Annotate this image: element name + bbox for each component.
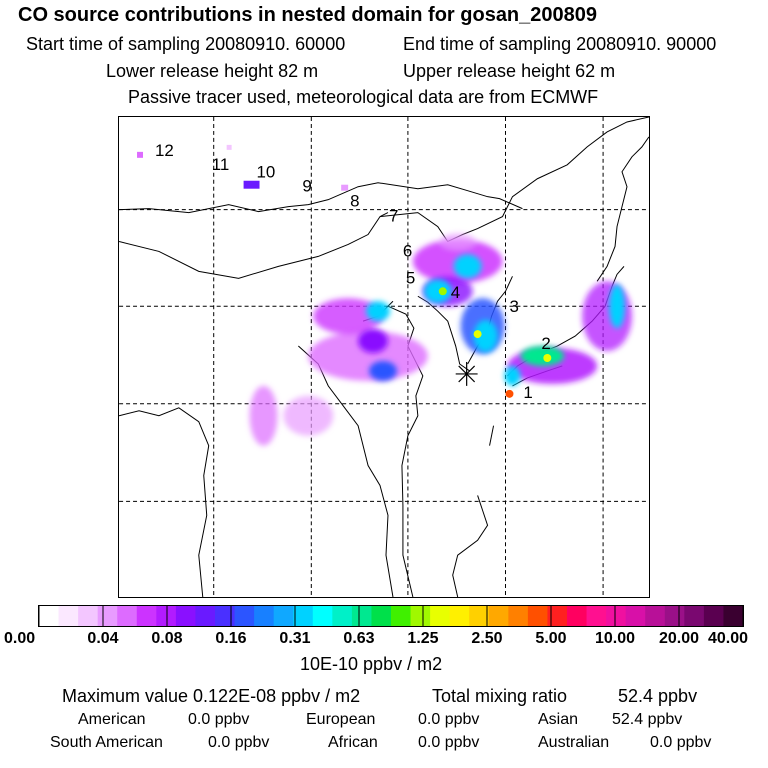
plot-title: CO source contributions in nested domain…	[18, 4, 598, 26]
colorbar-swatch	[254, 606, 275, 626]
colorbar-tick-label: 0.08	[151, 630, 183, 647]
colorbar-tick-label: 0.31	[279, 630, 311, 647]
colorbar-swatch	[567, 606, 588, 626]
traj-label-6: 6	[403, 241, 412, 260]
traj-label-1: 1	[523, 383, 532, 402]
traj-label-7: 7	[389, 207, 398, 226]
colorbar-swatch	[703, 606, 724, 626]
region-asian-name: Asian	[538, 711, 579, 728]
colorbar-tick-label: 40.00	[708, 630, 749, 647]
region-european-value: 0.0 ppbv	[418, 711, 480, 728]
colorbar-swatch	[625, 606, 646, 626]
colorbar-swatch	[664, 606, 685, 626]
colorbar-swatch	[175, 606, 196, 626]
lower-release-label: Lower release height 82 m	[106, 61, 319, 81]
total-mixing-label: Total mixing ratio	[432, 686, 568, 706]
traj-label-10: 10	[257, 163, 276, 182]
colorbar-swatch	[684, 606, 705, 626]
colorbar-tick-label: 20.00	[658, 630, 700, 647]
colorbar-swatch	[508, 606, 529, 626]
colorbar-swatch	[449, 606, 470, 626]
colorbar-swatch	[58, 606, 79, 626]
colorbar-swatch	[234, 606, 255, 626]
traj-label-5: 5	[406, 268, 415, 287]
traj-label-11: 11	[212, 155, 230, 174]
traj-label-12: 12	[155, 141, 174, 160]
colorbar-unit: 10E-10 ppbv / m2	[300, 654, 443, 674]
colorbar-tick-label: 1.25	[407, 630, 439, 647]
traj-label-2: 2	[541, 334, 550, 353]
colorbar-swatch	[215, 606, 236, 626]
region-american-value: 0.0 ppbv	[188, 711, 250, 728]
tracer-info-label: Passive tracer used, meteorological data…	[128, 87, 599, 107]
colorbar-swatch	[645, 606, 666, 626]
colorbar-tick-label: 2.50	[471, 630, 503, 647]
traj-label-4: 4	[451, 283, 460, 302]
end-time-label: End time of sampling 20080910. 90000	[403, 34, 717, 54]
region-australian-value: 0.0 ppbv	[650, 734, 712, 751]
colorbar-swatch	[430, 606, 451, 626]
colorbar-tick-label: 0.63	[343, 630, 375, 647]
colorbar-swatch	[332, 606, 353, 626]
colorbar-swatch	[97, 606, 118, 626]
colorbar-tick-label: 10.00	[594, 630, 636, 647]
colorbar-frame	[38, 605, 744, 627]
colorbar-swatch	[136, 606, 157, 626]
colorbar-tick-label: 0.04	[87, 630, 119, 647]
colorbar	[38, 605, 744, 627]
colorbar-swatch	[293, 606, 314, 626]
colorbar-tick-label: 5.00	[535, 630, 567, 647]
colorbar-swatch	[117, 606, 138, 626]
colorbar-tick-label: 0.00	[4, 630, 36, 647]
region-south-american-value: 0.0 ppbv	[208, 734, 270, 751]
colorbar-swatch	[273, 606, 294, 626]
colorbar-swatch	[39, 606, 60, 626]
colorbar-swatch	[156, 606, 177, 626]
receptor-star-icon	[455, 361, 478, 386]
region-south-american-name: South American	[50, 734, 163, 751]
region-european-name: European	[306, 711, 376, 728]
colorbar-swatch	[469, 606, 490, 626]
colorbar-swatch	[312, 606, 333, 626]
traj-label-8: 8	[350, 192, 359, 211]
contribution-hotspots	[358, 254, 625, 386]
coastlines	[119, 117, 649, 597]
traj-label-9: 9	[302, 177, 311, 196]
colorbar-swatch	[606, 606, 627, 626]
map-panel: 1 2 3 4 5 6 7 8 9 10 11 12	[118, 116, 650, 598]
upper-release-label: Upper release height 62 m	[403, 61, 616, 81]
region-australian-name: Australian	[538, 734, 610, 751]
region-american-name: American	[78, 711, 146, 728]
region-african-value: 0.0 ppbv	[418, 734, 480, 751]
contribution-field	[249, 233, 632, 446]
total-mixing-value: 52.4 ppbv	[618, 686, 698, 706]
colorbar-swatch	[391, 606, 412, 626]
colorbar-swatch	[78, 606, 99, 626]
max-value-label: Maximum value 0.122E-08 ppbv / m2	[62, 686, 361, 706]
colorbar-swatch	[527, 606, 548, 626]
start-time-label: Start time of sampling 20080910. 60000	[26, 34, 346, 54]
region-asian-value: 52.4 ppbv	[612, 711, 683, 728]
region-african-name: African	[328, 734, 378, 751]
traj-label-3: 3	[509, 297, 518, 316]
colorbar-swatch	[195, 606, 216, 626]
colorbar-swatch	[351, 606, 372, 626]
colorbar-swatch	[547, 606, 568, 626]
contribution-peaks	[137, 144, 552, 398]
colorbar-swatch	[371, 606, 392, 626]
colorbar-swatch	[586, 606, 607, 626]
colorbar-swatch	[410, 606, 431, 626]
colorbar-swatch	[488, 606, 509, 626]
colorbar-tick-label: 0.16	[215, 630, 247, 647]
colorbar-swatch	[723, 606, 744, 626]
